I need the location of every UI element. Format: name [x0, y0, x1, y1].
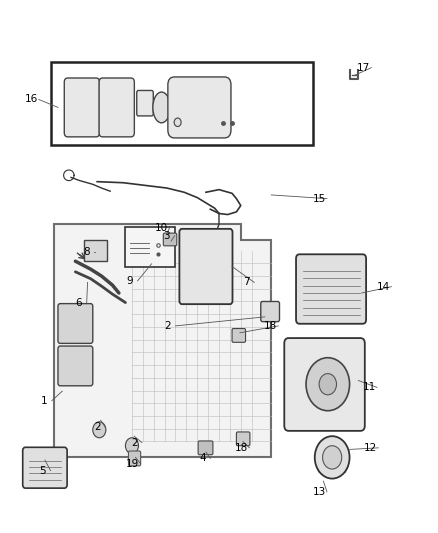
Text: 14: 14 [377, 281, 390, 292]
FancyBboxPatch shape [198, 441, 213, 455]
FancyBboxPatch shape [180, 229, 233, 304]
Text: 15: 15 [312, 193, 326, 204]
Text: 18: 18 [235, 443, 248, 453]
Ellipse shape [153, 92, 170, 123]
Text: 5: 5 [39, 466, 46, 475]
Circle shape [93, 422, 106, 438]
Text: 10: 10 [155, 223, 168, 233]
FancyBboxPatch shape [64, 78, 99, 137]
Circle shape [125, 438, 138, 454]
FancyBboxPatch shape [232, 328, 246, 342]
Circle shape [322, 446, 342, 469]
Text: 11: 11 [363, 382, 376, 392]
Text: 2: 2 [94, 422, 100, 432]
Text: 18: 18 [264, 321, 277, 331]
Polygon shape [53, 224, 271, 457]
Text: 4: 4 [199, 454, 206, 463]
Text: 8: 8 [83, 247, 89, 257]
Text: 12: 12 [364, 443, 377, 453]
Text: 17: 17 [357, 63, 370, 72]
FancyBboxPatch shape [296, 254, 366, 324]
Text: 9: 9 [127, 276, 133, 286]
Text: 13: 13 [312, 487, 326, 497]
Circle shape [315, 436, 350, 479]
FancyBboxPatch shape [99, 78, 134, 137]
FancyBboxPatch shape [58, 304, 93, 343]
Text: 2: 2 [164, 321, 171, 331]
Text: 2: 2 [131, 438, 138, 448]
FancyBboxPatch shape [23, 447, 67, 488]
Text: 7: 7 [243, 277, 250, 287]
FancyBboxPatch shape [261, 302, 279, 321]
Text: 3: 3 [163, 231, 170, 241]
Circle shape [174, 118, 181, 126]
Text: 16: 16 [25, 94, 38, 104]
FancyBboxPatch shape [125, 227, 176, 266]
FancyBboxPatch shape [51, 62, 313, 144]
FancyBboxPatch shape [58, 346, 93, 386]
FancyBboxPatch shape [284, 338, 365, 431]
FancyBboxPatch shape [168, 77, 231, 138]
FancyBboxPatch shape [84, 240, 107, 261]
FancyBboxPatch shape [163, 233, 177, 246]
Circle shape [319, 374, 336, 395]
FancyBboxPatch shape [137, 91, 153, 116]
Text: 6: 6 [75, 297, 82, 308]
Circle shape [306, 358, 350, 411]
Text: 19: 19 [126, 459, 139, 469]
FancyBboxPatch shape [237, 432, 250, 446]
Text: 1: 1 [41, 395, 47, 406]
FancyBboxPatch shape [128, 451, 141, 466]
